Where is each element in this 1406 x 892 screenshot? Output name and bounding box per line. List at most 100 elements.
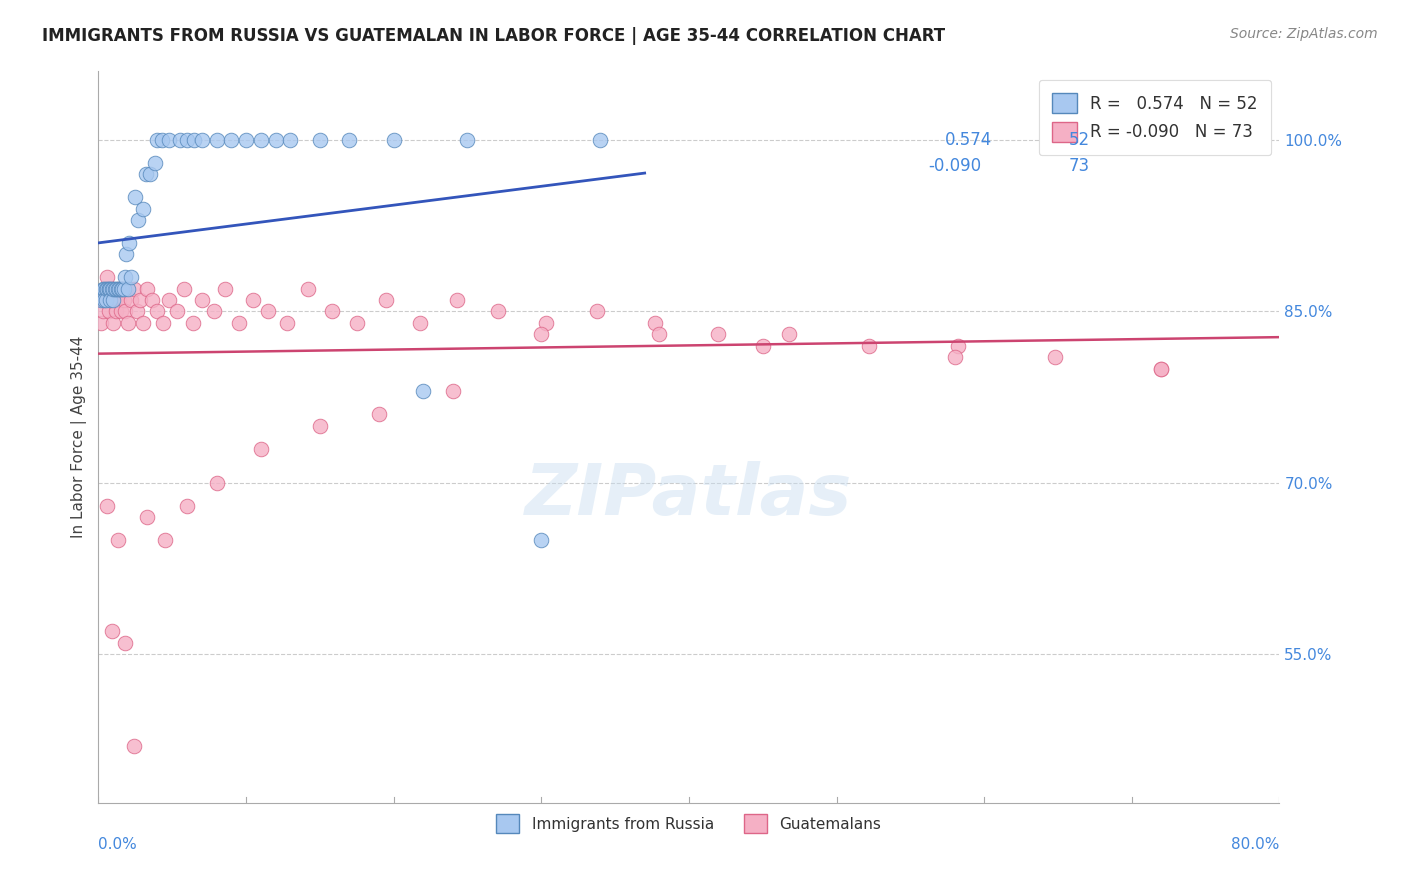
Point	[107, 533, 129, 547]
Point	[98, 281, 121, 295]
Point	[105, 281, 128, 295]
Point	[648, 327, 671, 342]
Point	[152, 316, 174, 330]
Point	[110, 281, 132, 295]
Text: 80.0%: 80.0%	[1232, 837, 1279, 852]
Point	[104, 293, 127, 307]
Point	[530, 533, 553, 547]
Point	[93, 281, 115, 295]
Point	[181, 316, 204, 330]
Point	[205, 133, 228, 147]
Point	[205, 475, 228, 490]
Point	[228, 316, 250, 330]
Point	[276, 316, 298, 330]
Point	[446, 293, 468, 307]
Text: 73: 73	[1069, 157, 1090, 175]
Point	[173, 281, 195, 295]
Point	[321, 304, 343, 318]
Point	[280, 133, 302, 147]
Point	[589, 133, 612, 147]
Point	[120, 270, 142, 285]
Point	[122, 739, 145, 753]
Point	[297, 281, 319, 295]
Point	[858, 339, 880, 353]
Point	[169, 133, 191, 147]
Point	[250, 133, 273, 147]
Point	[191, 293, 214, 307]
Point	[94, 281, 117, 295]
Point	[100, 281, 122, 295]
Point	[96, 499, 118, 513]
Point	[124, 190, 146, 204]
Point	[202, 304, 225, 318]
Point	[457, 133, 479, 147]
Point	[91, 304, 114, 318]
Point	[90, 293, 112, 307]
Point	[107, 281, 129, 295]
Point	[104, 281, 127, 295]
Point	[97, 281, 120, 295]
Point	[153, 533, 176, 547]
Point	[107, 281, 129, 295]
Point	[375, 293, 398, 307]
Point	[93, 293, 115, 307]
Text: -0.090: -0.090	[928, 157, 981, 175]
Point	[441, 384, 464, 399]
Point	[309, 418, 332, 433]
Text: Source: ZipAtlas.com: Source: ZipAtlas.com	[1230, 27, 1378, 41]
Point	[94, 293, 117, 307]
Point	[1150, 361, 1173, 376]
Point	[136, 281, 159, 295]
Point	[90, 316, 112, 330]
Point	[112, 281, 135, 295]
Point	[778, 327, 800, 342]
Point	[235, 133, 257, 147]
Point	[166, 304, 188, 318]
Point	[586, 304, 609, 318]
Point	[115, 281, 138, 295]
Point	[157, 293, 180, 307]
Point	[157, 133, 180, 147]
Point	[111, 281, 134, 295]
Point	[118, 235, 141, 250]
Point	[114, 304, 136, 318]
Point	[120, 293, 142, 307]
Text: ZIPatlas: ZIPatlas	[526, 461, 852, 530]
Point	[176, 499, 198, 513]
Point	[98, 293, 121, 307]
Point	[752, 339, 775, 353]
Point	[409, 316, 432, 330]
Point	[534, 316, 557, 330]
Point	[257, 304, 280, 318]
Point	[103, 281, 125, 295]
Point	[488, 304, 510, 318]
Point	[191, 133, 214, 147]
Point	[132, 202, 155, 216]
Point	[114, 270, 136, 285]
Point	[339, 133, 361, 147]
Point	[221, 133, 243, 147]
Point	[105, 304, 128, 318]
Point	[368, 407, 391, 421]
Point	[94, 281, 117, 295]
Point	[1043, 350, 1066, 364]
Point	[139, 167, 162, 181]
Point	[309, 133, 332, 147]
Point	[103, 316, 125, 330]
Point	[146, 304, 169, 318]
Point	[150, 133, 173, 147]
Point	[644, 316, 666, 330]
Point	[112, 293, 135, 307]
Point	[108, 293, 131, 307]
Point	[91, 281, 114, 295]
Text: 0.574: 0.574	[945, 130, 993, 148]
Point	[110, 304, 132, 318]
Point	[250, 442, 273, 456]
Point	[707, 327, 730, 342]
Point	[125, 304, 148, 318]
Point	[115, 247, 138, 261]
Text: 0.0%: 0.0%	[98, 837, 138, 852]
Point	[98, 293, 121, 307]
Point	[135, 167, 157, 181]
Point	[117, 316, 139, 330]
